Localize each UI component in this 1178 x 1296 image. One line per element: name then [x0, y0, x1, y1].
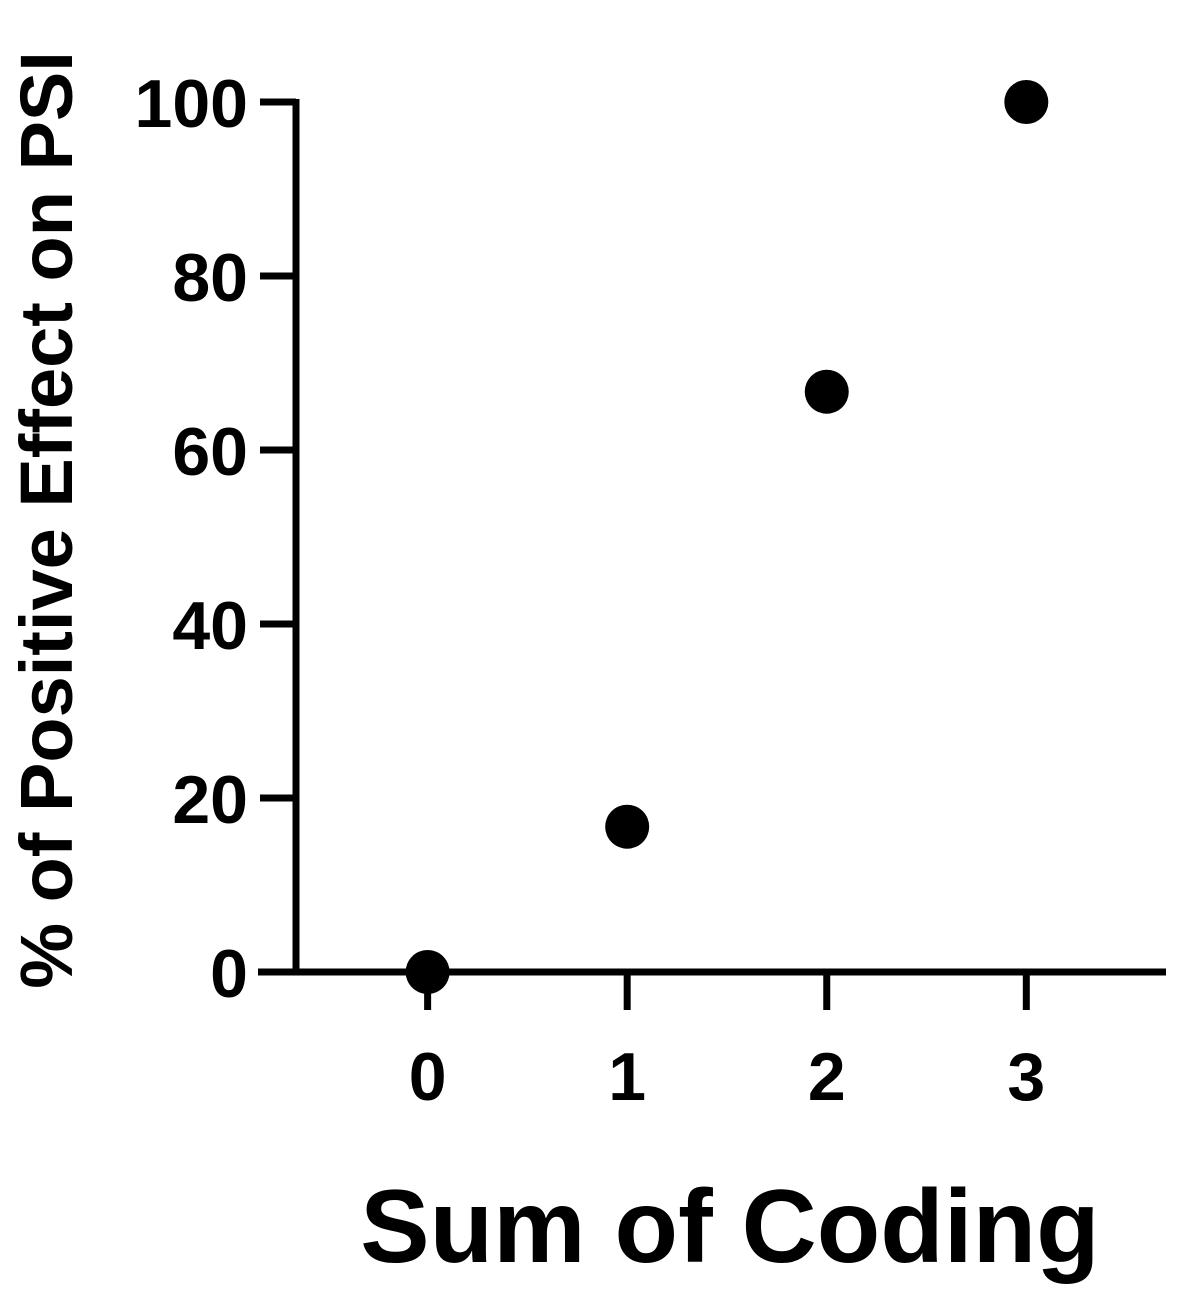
x-axis-title: Sum of Coding: [360, 1169, 1099, 1285]
y-tick-label: 100: [135, 66, 248, 142]
y-axis: 0 20 40 60 80 100: [135, 66, 300, 1012]
x-tick-label: 2: [808, 1039, 846, 1115]
x-tick-label: 3: [1007, 1039, 1045, 1115]
y-axis-title: % of Positive Effect on PSI: [5, 51, 88, 989]
y-tick-label: 0: [210, 936, 248, 1012]
data-point: [1004, 80, 1049, 124]
x-axis: 0 1 2 3: [258, 968, 1166, 1115]
data-points: [405, 80, 1049, 994]
y-tick-label: 80: [172, 240, 248, 316]
x-tick-label: 1: [608, 1039, 646, 1115]
y-tick-label: 40: [172, 588, 248, 664]
data-point: [405, 950, 450, 994]
y-tick-label: 60: [172, 414, 248, 490]
x-tick-label: 0: [409, 1039, 447, 1115]
y-tick-label: 20: [172, 762, 248, 838]
data-point: [804, 369, 849, 414]
data-point: [605, 804, 650, 849]
